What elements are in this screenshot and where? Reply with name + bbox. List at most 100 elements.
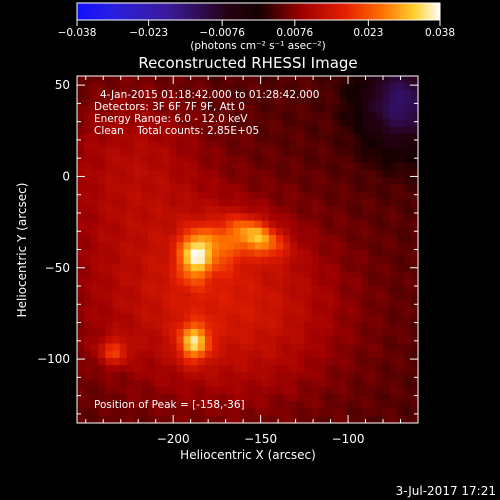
heatmap-cell	[311, 314, 320, 323]
colorbar-ticks: −0.038 −0.023 −0.0076 0.0076 0.023 0.038	[58, 20, 455, 39]
heatmap-cell	[183, 307, 192, 316]
heatmap-cell	[133, 415, 142, 424]
heatmap-cell	[325, 314, 334, 323]
heatmap-cell	[105, 112, 114, 120]
heatmap-cell	[155, 263, 163, 272]
heatmap-cell	[105, 365, 114, 373]
heatmap-cell	[368, 314, 376, 323]
heatmap-cell	[254, 83, 263, 92]
heatmap-cell	[176, 365, 185, 373]
heatmap-cell	[261, 343, 270, 352]
heatmap-cell	[219, 191, 227, 200]
heatmap-cell	[368, 112, 376, 120]
heatmap-cell	[162, 242, 170, 251]
heatmap-cell	[233, 104, 241, 113]
heatmap-cell	[98, 184, 107, 193]
heatmap-cell	[254, 206, 263, 214]
heatmap-cell	[197, 90, 206, 99]
colorbar-unit-label: (photons cm⁻² s⁻¹ asec⁻²)	[190, 40, 325, 52]
heatmap-cell	[197, 112, 206, 120]
heatmap-cell	[283, 336, 291, 345]
heatmap-cell	[240, 191, 249, 200]
heatmap-cell	[91, 155, 99, 164]
heatmap-cell	[325, 394, 334, 402]
heatmap-cell	[247, 104, 256, 113]
heatmap-cell	[396, 242, 405, 251]
heatmap-cell	[190, 249, 199, 258]
heatmap-cell	[283, 227, 291, 236]
heatmap-cell	[247, 350, 256, 359]
heatmap-cell	[77, 133, 85, 142]
heatmap-cell	[261, 394, 270, 402]
heatmap-cell	[382, 307, 391, 316]
heatmap-cell	[283, 191, 291, 200]
heatmap-cell	[368, 169, 376, 178]
heatmap-cell	[183, 263, 192, 272]
heatmap-cell	[112, 169, 121, 178]
heatmap-cell	[183, 184, 192, 193]
heatmap-cell	[140, 285, 149, 294]
heatmap-cell	[332, 148, 341, 157]
heatmap-cell	[403, 191, 412, 200]
heatmap-cell	[368, 213, 376, 222]
heatmap-cell	[254, 148, 263, 157]
heatmap-cell	[133, 357, 142, 366]
heatmap-cell	[233, 365, 241, 373]
heatmap-cell	[290, 198, 298, 207]
heatmap-cell	[169, 307, 178, 316]
heatmap-cell	[261, 278, 270, 287]
heatmap-cell	[332, 97, 341, 106]
heatmap-cell	[403, 386, 412, 395]
heatmap-cell	[389, 408, 398, 417]
heatmap-cell	[148, 336, 156, 345]
heatmap-cell	[91, 386, 99, 395]
heatmap-cell	[339, 415, 348, 424]
heatmap-cell	[126, 329, 135, 337]
heatmap-cell	[304, 372, 313, 381]
heatmap-cell	[226, 372, 234, 381]
heatmap-cell	[361, 177, 369, 186]
heatmap-cell	[77, 177, 85, 186]
heatmap-cell	[339, 357, 348, 366]
heatmap-cell	[211, 184, 220, 193]
heatmap-cell	[197, 104, 206, 113]
heatmap-cell	[403, 90, 412, 99]
heatmap-cell	[368, 336, 376, 345]
heatmap-cell	[396, 292, 405, 301]
heatmap-cell	[368, 220, 376, 229]
heatmap-cell	[119, 133, 128, 142]
heatmap-cell	[368, 263, 376, 272]
heatmap-cell	[197, 242, 206, 251]
heatmap-cell	[211, 321, 220, 330]
heatmap-cell	[190, 386, 199, 395]
heatmap-cell	[368, 242, 376, 251]
heatmap-cell	[361, 191, 369, 200]
heatmap-cell	[126, 249, 135, 258]
heatmap-cell	[190, 336, 199, 345]
heatmap-cell	[247, 357, 256, 366]
heatmap-cell	[268, 372, 277, 381]
heatmap-cell	[91, 104, 99, 113]
heatmap-cell	[91, 307, 99, 316]
heatmap-cell	[155, 242, 163, 251]
heatmap-cell	[140, 256, 149, 265]
heatmap-cell	[119, 220, 128, 229]
heatmap-cell	[140, 307, 149, 316]
heatmap-cell	[247, 162, 256, 171]
heatmap-cell	[204, 386, 213, 395]
heatmap-cell	[396, 350, 405, 359]
heatmap-cell	[197, 278, 206, 287]
heatmap-cell	[133, 242, 142, 251]
heatmap-cell	[112, 235, 121, 243]
heatmap-cell	[346, 307, 355, 316]
heatmap-cell	[283, 169, 291, 178]
heatmap-cell	[183, 213, 192, 222]
heatmap-cell	[98, 278, 107, 287]
heatmap-cell	[389, 169, 398, 178]
heatmap-cell	[98, 83, 107, 92]
heatmap-cell	[318, 198, 327, 207]
heatmap-cell	[119, 386, 128, 395]
heatmap-cell	[396, 408, 405, 417]
heatmap-cell	[240, 343, 249, 352]
heatmap-cell	[275, 372, 284, 381]
